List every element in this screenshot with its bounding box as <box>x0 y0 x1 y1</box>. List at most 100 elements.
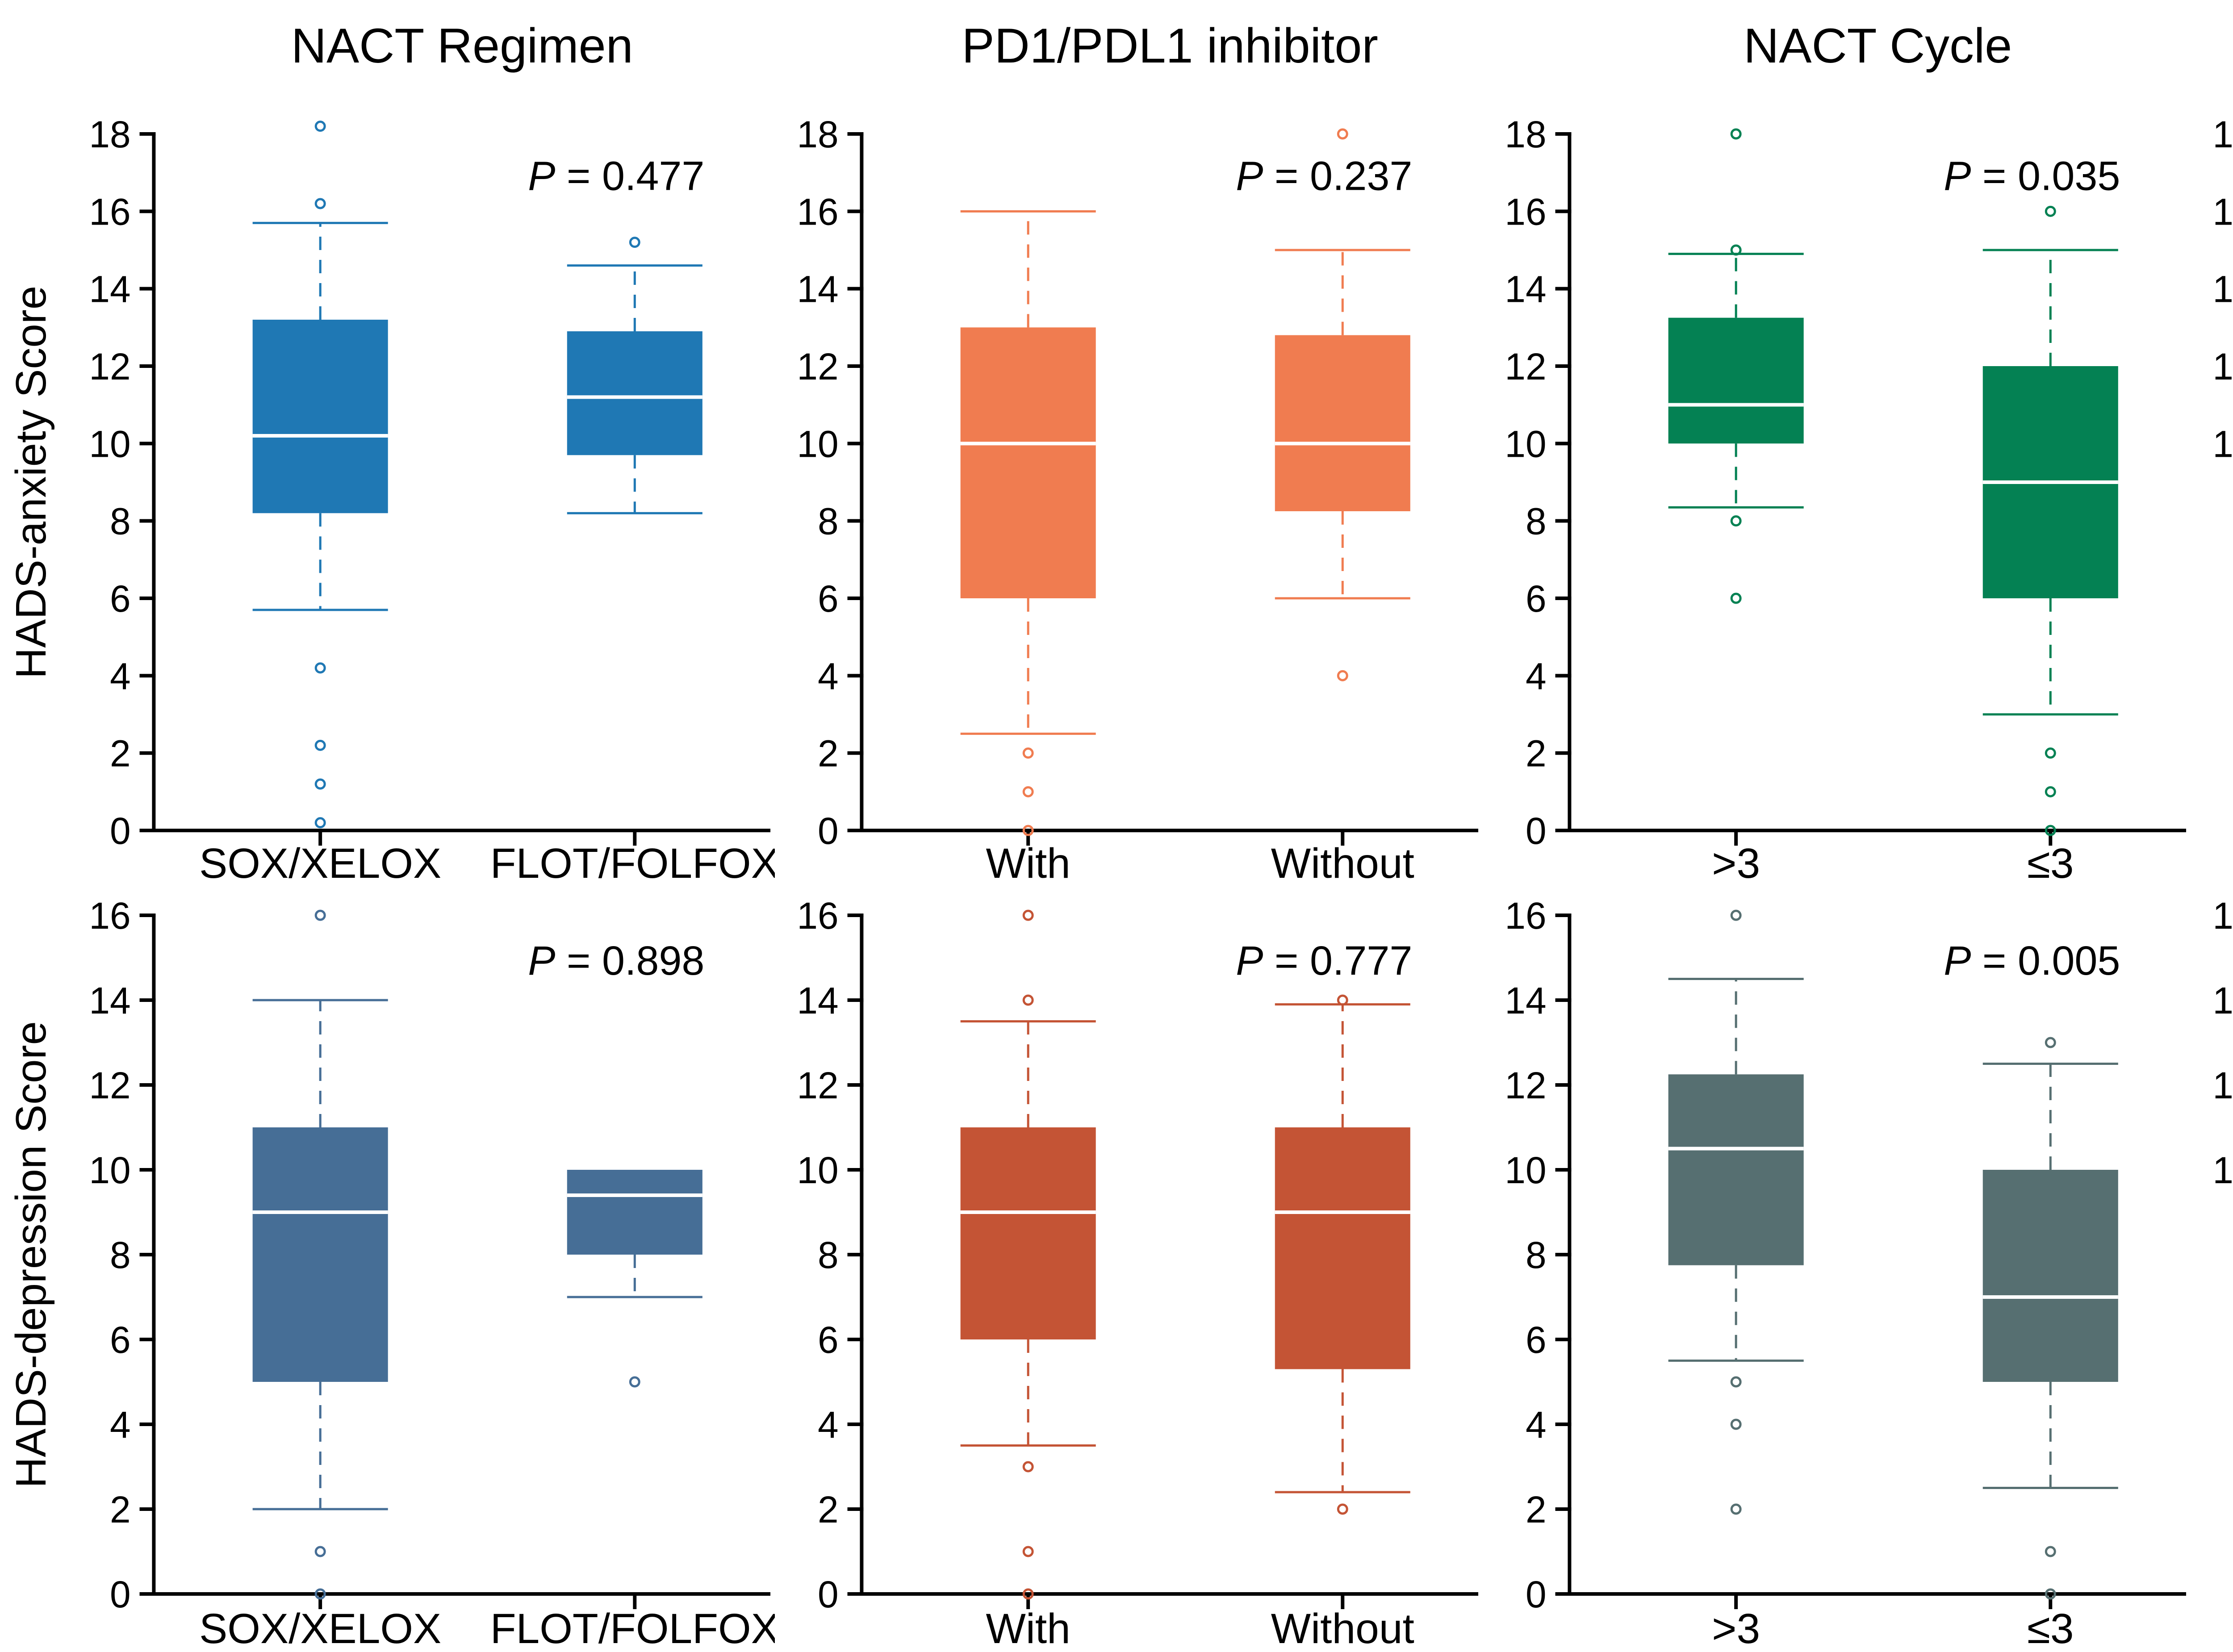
y-tick-label: 0 <box>1526 810 1547 852</box>
outlier-point <box>2045 1037 2056 1048</box>
outlier-point <box>2045 1588 2056 1600</box>
panel-trg-anxiety: TRG0246810121416182~30~1P = 0.238 <box>2191 0 2233 884</box>
panel-title: NACT Regimen <box>291 19 633 73</box>
boxplot-trg-depression: 02468101214162~30~1P = 0.150 <box>2212 895 2233 1191</box>
y-tick-label: 6 <box>818 578 839 620</box>
x-category-label: FLOT/FOLFOX <box>490 840 775 884</box>
y-tick-label: 6 <box>1526 578 1547 620</box>
y-tick-label: 16 <box>797 895 838 937</box>
x-category-label: >3 <box>1712 840 1760 884</box>
y-tick-label: 14 <box>2212 268 2233 310</box>
p-value-label: P = 0.237 <box>1236 154 1412 199</box>
outlier-point <box>1022 747 1034 759</box>
outlier-point <box>1337 994 1348 1006</box>
box-group1 <box>252 1127 388 1382</box>
panel-title: NACT Cycle <box>1744 19 2012 73</box>
panel-trg-depression: 02468101214162~30~1P = 0.150 <box>2191 884 2233 1652</box>
y-tick-label: 18 <box>2212 113 2233 155</box>
outlier-point <box>314 739 326 751</box>
box-group1 <box>1668 317 1804 444</box>
x-category-label: Without <box>1271 1605 1414 1652</box>
y-tick-label: 2 <box>1526 733 1547 775</box>
p-value-label: P = 0.035 <box>1944 154 2120 199</box>
outlier-point <box>629 1376 640 1388</box>
box-group2 <box>1275 335 1410 511</box>
x-category-label: Without <box>1271 840 1414 884</box>
y-tick-label: 14 <box>1505 980 1546 1022</box>
box-group2 <box>567 1170 703 1255</box>
p-value-label: P = 0.005 <box>1944 938 2120 984</box>
outlier-point <box>2045 1546 2056 1557</box>
outlier-point <box>1022 1588 1034 1600</box>
y-tick-label: 2 <box>110 733 131 775</box>
box-group1 <box>960 1127 1096 1339</box>
x-category-label: SOX/XELOX <box>199 1605 441 1652</box>
outlier-point <box>2045 825 2056 836</box>
y-tick-label: 2 <box>818 1489 839 1531</box>
y-tick-label: 12 <box>797 1064 838 1106</box>
y-tick-label: 14 <box>1505 268 1546 310</box>
outlier-point <box>314 778 326 790</box>
panel-nact-regimen-anxiety: NACT Regimen 0 2 4 6 8 10 12 14 16 18 SOX/XELOX FLOT… <box>67 0 775 884</box>
outlier-point <box>1730 515 1742 527</box>
y-tick-label: 18 <box>1505 113 1546 155</box>
outlier-point <box>1730 128 1742 140</box>
y-tick-label: 8 <box>1526 501 1547 542</box>
y-tick-label: 14 <box>797 268 838 310</box>
y-tick-label: 16 <box>2212 895 2233 937</box>
y-tick-label: 4 <box>110 655 131 697</box>
y-tick-label: 16 <box>2212 191 2233 233</box>
outlier-point <box>1022 994 1034 1006</box>
y-tick-label: 14 <box>797 980 838 1022</box>
y-tick-label: 4 <box>110 1404 131 1446</box>
y-tick-label: 0 <box>110 810 131 852</box>
boxplot-nact-cycle-anxiety: NACT Cycle 0 2 4 6 8 10 12 14 16 18 >3 ≤3 P = 0.035 <box>1505 19 2187 884</box>
y-tick-label: 12 <box>2212 346 2233 388</box>
outlier-point <box>1730 1376 1742 1388</box>
box-group2 <box>567 331 703 455</box>
x-category-label: FLOT/FOLFOX <box>490 1605 775 1652</box>
y-tick-label: 0 <box>818 810 839 852</box>
outlier-point <box>1022 786 1034 797</box>
y-tick-label: 6 <box>818 1319 839 1361</box>
y-tick-label: 12 <box>1505 1064 1546 1106</box>
panel-grid: NACT Regimen 0 2 4 6 8 10 12 14 16 18 SOX/XELOX FLOT… <box>67 0 2233 1652</box>
p-value-label: P = 0.477 <box>528 154 704 199</box>
panel-title: PD1/PDL1 inhibitor <box>962 19 1378 73</box>
outlier-point <box>314 909 326 921</box>
y-tick-label: 2 <box>1526 1489 1547 1531</box>
y-tick-label: 14 <box>89 268 130 310</box>
boxplot-pd1-inhibitor-depression: 0 2 4 6 8 10 12 14 16 With Without P = 0.777 <box>797 895 1479 1652</box>
panel-nact-cycle-anxiety: NACT Cycle 0 2 4 6 8 10 12 14 16 18 >3 ≤3 P = 0.035 <box>1483 0 2191 884</box>
outlier-point <box>314 1588 326 1600</box>
boxplot-trg-anxiety: TRG0246810121416182~30~1P = 0.238 <box>2212 113 2233 465</box>
box-group1 <box>252 320 388 513</box>
outlier-point <box>1730 592 1742 604</box>
y-tick-label: 12 <box>797 346 838 388</box>
y-tick-label: 16 <box>1505 895 1546 937</box>
y-tick-label: 10 <box>89 423 130 465</box>
outlier-point <box>314 817 326 829</box>
y-tick-label: 12 <box>2212 1064 2233 1106</box>
y-tick-label: 14 <box>2212 980 2233 1022</box>
outlier-point <box>1730 1503 1742 1515</box>
y-tick-label: 4 <box>1526 655 1547 697</box>
y-tick-label: 4 <box>1526 1404 1547 1446</box>
y-tick-label: 8 <box>110 1234 131 1276</box>
box-group1 <box>1668 1074 1804 1265</box>
panel-nact-regimen-depression: 0 2 4 6 8 10 12 14 16 SOX/XELOX FLOT/FOLFOX P = 0.8… <box>67 884 775 1652</box>
y-axis-label-anxiety: HADS-anxiety Score <box>7 285 55 679</box>
outlier-point <box>1730 909 1742 921</box>
outlier-point <box>1337 1503 1348 1515</box>
x-category-label: >3 <box>1712 1605 1760 1652</box>
outlier-point <box>1022 1461 1034 1473</box>
boxplot-pd1-inhibitor-anxiety: PD1/PDL1 inhibitor 0 2 4 6 8 10 12 14 16 18 With Wit… <box>797 19 1479 884</box>
x-category-label: SOX/XELOX <box>199 840 441 884</box>
x-category-label: ≤3 <box>2027 840 2074 884</box>
y-tick-label: 10 <box>89 1149 130 1191</box>
y-tick-label: 18 <box>89 113 130 155</box>
y-tick-label: 6 <box>110 578 131 620</box>
outlier-point <box>314 121 326 132</box>
y-tick-label: 18 <box>797 113 838 155</box>
